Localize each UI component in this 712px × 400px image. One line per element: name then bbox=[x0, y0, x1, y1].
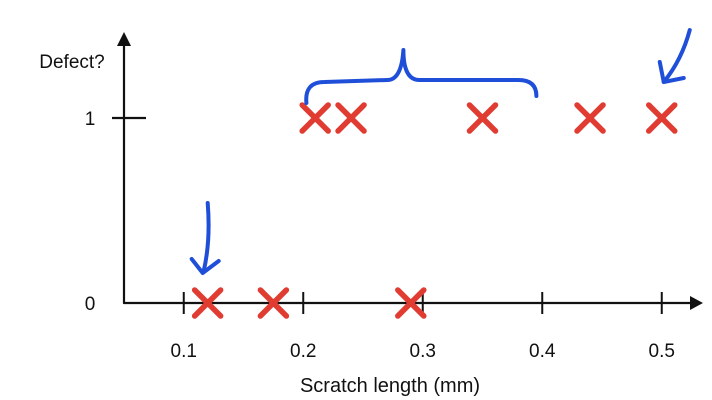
annotation-brace bbox=[304, 48, 539, 105]
x-axis-arrowhead bbox=[690, 296, 703, 310]
marker-stroke bbox=[299, 102, 331, 134]
annotation-arrow-down bbox=[189, 201, 221, 275]
marker-stroke bbox=[646, 102, 678, 134]
y-axis-arrowhead bbox=[117, 32, 131, 46]
arrow-shaft bbox=[661, 28, 692, 84]
data-point-x-marker bbox=[335, 102, 367, 134]
x-tick-label: 0.5 bbox=[649, 341, 675, 362]
arrow-shaft bbox=[201, 201, 211, 273]
marker-stroke bbox=[395, 287, 427, 319]
arrow-head bbox=[657, 60, 686, 84]
data-point-x-marker bbox=[191, 287, 224, 319]
data-point-x-marker bbox=[299, 102, 331, 134]
data-point-x-marker bbox=[466, 102, 499, 134]
data-points bbox=[191, 102, 678, 319]
annotation-arrow-down-left bbox=[657, 28, 692, 84]
y-tick-label: 1 bbox=[85, 109, 96, 130]
y-axis-label: Defect? bbox=[39, 52, 104, 73]
y-ticks: 01 bbox=[85, 109, 146, 315]
x-axis-label: Scratch length (mm) bbox=[300, 375, 480, 397]
arrow-head bbox=[189, 257, 221, 275]
x-tick-label: 0.1 bbox=[171, 341, 197, 362]
data-point-x-marker bbox=[646, 102, 678, 134]
annotations bbox=[189, 28, 692, 275]
x-ticks: 0.1 0.2 0.3 0.4 0.5 bbox=[171, 292, 675, 362]
marker-stroke bbox=[574, 102, 606, 134]
data-point-x-marker bbox=[395, 287, 427, 319]
data-point-x-marker bbox=[574, 102, 606, 134]
marker-stroke bbox=[257, 287, 290, 319]
x-tick-label: 0.2 bbox=[290, 341, 316, 362]
x-tick-label: 0.3 bbox=[410, 341, 436, 362]
marker-stroke bbox=[191, 287, 224, 319]
brace-stroke bbox=[304, 48, 539, 105]
marker-stroke bbox=[335, 102, 367, 134]
data-point-x-marker bbox=[257, 287, 290, 319]
marker-stroke bbox=[466, 102, 499, 134]
x-tick-label: 0.4 bbox=[529, 341, 556, 362]
y-tick-label: 0 bbox=[85, 294, 96, 315]
